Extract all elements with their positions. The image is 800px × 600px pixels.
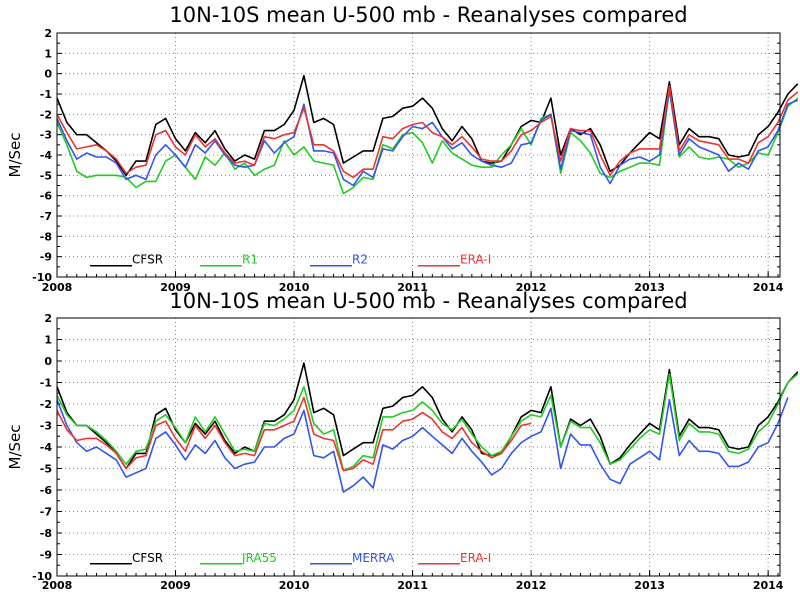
y-tick-label: -1 [40,377,52,390]
y-tick-label: -5 [40,463,52,476]
chart-panel-bottom: 10N-10S mean U-500 mb - Reanalyses compa… [6,289,799,592]
y-tick-label: 2 [44,27,52,40]
legend-label: ERA-I [460,253,491,267]
y-tick-label: -8 [40,230,52,243]
chart-title: 10N-10S mean U-500 mb - Reanalyses compa… [169,289,687,313]
y-tick-label: -7 [40,506,52,519]
plot-frame [56,317,781,577]
y-tick-label: -1 [40,88,52,101]
legend-label: JRA55 [241,551,277,565]
legend-label: R2 [352,253,368,267]
x-tick-label: 2012 [516,579,547,592]
plot-frame [56,32,781,278]
y-tick-label: 1 [44,47,52,60]
x-tick-label: 2013 [634,579,665,592]
y-tick-label: -2 [40,108,52,121]
y-tick-label: -7 [40,210,52,223]
y-tick-label: -10 [32,570,52,583]
x-tick-label: 2008 [42,579,73,592]
y-tick-label: -4 [40,441,53,454]
y-tick-label: -9 [40,251,52,264]
y-tick-label: 0 [44,355,52,368]
legend-label: CFSR [132,551,163,565]
x-tick-label: 2013 [634,281,665,294]
y-axis-label: M/Sec [6,133,24,178]
legend-label: CFSR [132,253,163,267]
y-tick-label: 0 [44,68,52,81]
legend-label: ERA-I [460,551,491,565]
legend-label: MERRA [352,551,395,565]
series-line-merra [56,397,789,493]
x-tick-label: 2011 [397,281,428,294]
y-axis-label: M/Sec [6,425,24,470]
x-tick-label: 2009 [160,281,191,294]
x-tick-label: 2014 [753,281,784,294]
x-tick-label: 2011 [397,579,428,592]
y-tick-label: -6 [40,484,53,497]
y-tick-label: 1 [44,334,52,347]
x-tick-label: 2010 [279,281,310,294]
y-tick-label: 2 [44,312,52,325]
y-tick-label: -10 [32,271,52,284]
y-tick-label: -3 [40,129,52,142]
chart-title: 10N-10S mean U-500 mb - Reanalyses compa… [169,3,687,27]
y-tick-label: -4 [40,149,53,162]
y-tick-label: -5 [40,169,52,182]
x-tick-label: 2014 [753,579,784,592]
series-line-jra55 [56,373,799,472]
x-tick-label: 2010 [279,579,310,592]
series-line-era-i [56,396,532,472]
y-tick-label: -2 [40,398,52,411]
y-tick-label: -9 [40,549,52,562]
y-tick-label: -3 [40,420,52,433]
chart-panel-top: 10N-10S mean U-500 mb - Reanalyses compa… [6,3,799,294]
x-tick-label: 2008 [42,281,73,294]
y-tick-label: -6 [40,190,53,203]
legend-label: R1 [242,253,258,267]
y-tick-label: -8 [40,527,52,540]
x-tick-label: 2009 [160,579,191,592]
x-tick-label: 2012 [516,281,547,294]
series-line-era-i [56,85,799,179]
